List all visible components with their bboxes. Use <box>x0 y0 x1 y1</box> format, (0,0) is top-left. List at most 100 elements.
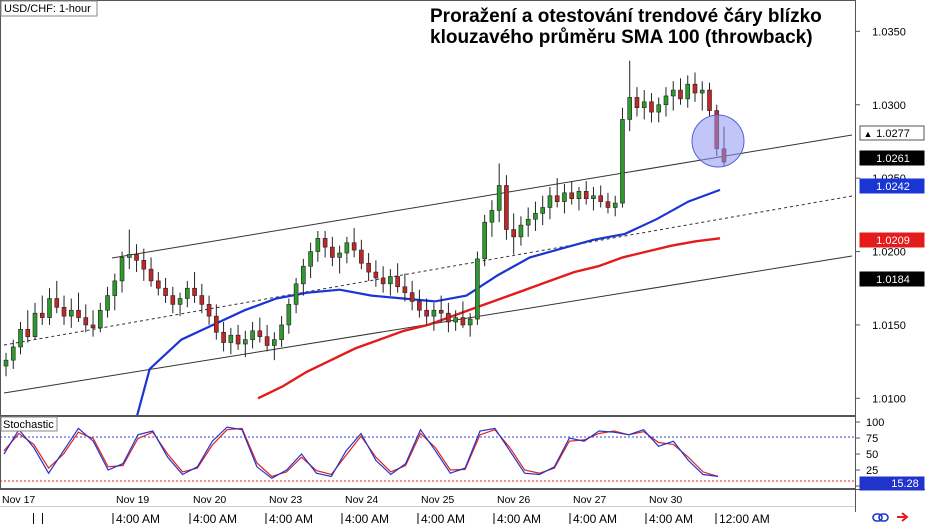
stoch-badge-text: 15.28 <box>891 478 919 490</box>
candle-body <box>678 89 683 100</box>
cursor-marks <box>33 513 43 524</box>
candle-body <box>156 280 161 289</box>
candle-body <box>206 304 212 317</box>
time-label: 4:00 AM <box>573 512 617 525</box>
candle-body <box>562 192 567 202</box>
candle-body <box>482 221 487 260</box>
chart-title-line-2: klouzavého průměru SMA 100 (throwback) <box>430 27 813 48</box>
time-labels: 4:00 AM 4:00 AM 4:00 AM 4:00 AM 4:00 AM 4:00 … <box>112 512 770 525</box>
price-badge-text: 1.0184 <box>876 274 910 286</box>
candle-body <box>431 309 437 317</box>
price-tick-label: 1.0200 <box>872 247 906 259</box>
time-label: 4:00 AM <box>421 512 465 525</box>
candle-body <box>627 97 633 120</box>
price-badge: 1.0261 <box>859 150 925 166</box>
date-label: Nov 27 <box>573 494 606 506</box>
candle-body <box>504 185 509 230</box>
date-label: Nov 19 <box>116 494 149 506</box>
stoch-tick-label: 75 <box>866 433 878 445</box>
price-badge: 1.0209 <box>859 232 925 248</box>
symbol-label: USD/CHF: 1-hour <box>4 3 91 15</box>
candle-body <box>32 312 38 337</box>
candle-body <box>663 95 669 106</box>
price-badge: 1.0242 <box>859 178 925 194</box>
candle-body <box>257 330 263 337</box>
candle-body <box>438 309 444 314</box>
candle-body <box>163 287 168 296</box>
candle-body <box>656 104 662 113</box>
price-tick-label: 1.0100 <box>872 393 906 405</box>
candle-body <box>467 318 473 326</box>
date-label: Nov 23 <box>269 494 302 506</box>
candle-body <box>272 339 277 346</box>
time-label: 4:00 AM <box>345 512 389 525</box>
candle-body <box>583 191 589 199</box>
price-badge-text: 1.0209 <box>876 235 910 247</box>
stoch-label: Stochastic <box>3 419 54 431</box>
price-badge-text: 1.0277 <box>876 128 910 140</box>
candle-body <box>221 331 226 343</box>
candle-body <box>359 249 364 264</box>
date-label: Nov 25 <box>421 494 454 506</box>
price-badge: 1.0184 <box>859 271 925 287</box>
time-label: 12:00 AM <box>719 512 770 525</box>
time-label: 4:00 AM <box>269 512 313 525</box>
candle-body <box>475 258 480 320</box>
price-tick-label: 1.0300 <box>872 100 906 112</box>
throwback-highlight-circle <box>691 114 745 168</box>
candle-body <box>112 280 118 296</box>
candle-body <box>417 301 422 311</box>
candle-body <box>591 195 596 199</box>
candle-body <box>409 292 415 302</box>
link-icon[interactable] <box>872 513 889 522</box>
candle-body <box>192 287 197 296</box>
candle-body <box>286 304 292 326</box>
price-badges: ▲ 1.0277 1.0261 1.0242 1.0209 1.0184 <box>859 125 925 287</box>
stoch-tick-label: 25 <box>866 465 878 477</box>
candle-body <box>511 229 516 238</box>
arrow-right-icon[interactable] <box>897 512 909 522</box>
candle-body <box>243 339 248 345</box>
candle-body <box>402 286 408 293</box>
candle-body <box>3 359 9 367</box>
candle-body <box>388 276 393 285</box>
candle-body <box>105 295 110 311</box>
stoch-pane <box>0 416 856 489</box>
candle-body <box>61 307 67 317</box>
stoch-tick-label: 50 <box>866 449 878 461</box>
candle-body <box>250 330 255 340</box>
date-labels: Nov 17 Nov 19 Nov 20 Nov 23 Nov 24 Nov 25 Nov … <box>2 494 682 506</box>
candle-body <box>185 287 190 299</box>
candle-body <box>170 295 176 305</box>
candle-body <box>670 89 676 97</box>
candle-body <box>547 195 553 208</box>
stoch-k-line <box>3 426 719 480</box>
candle-body <box>126 254 132 258</box>
candle-body <box>554 195 560 202</box>
stoch-d-line <box>3 427 719 478</box>
date-label: Nov 30 <box>649 494 682 506</box>
time-label: 4:00 AM <box>193 512 237 525</box>
stoch-label-box: Stochastic <box>0 416 58 432</box>
candle-body <box>605 201 611 208</box>
candle-body <box>10 346 16 361</box>
candle-body <box>366 262 371 273</box>
candle-body <box>90 324 96 329</box>
candle-body <box>576 191 582 199</box>
candle-body <box>97 309 103 329</box>
candle-body <box>68 309 74 317</box>
candle-body <box>692 83 698 94</box>
time-label: 4:00 AM <box>497 512 541 525</box>
price-badge-marker: ▲ <box>864 129 873 139</box>
candle-body <box>380 277 386 285</box>
candle-body <box>453 317 458 323</box>
candle-body <box>25 329 31 337</box>
main-pane <box>0 0 856 416</box>
candle-body <box>322 238 328 248</box>
candle-body <box>228 334 234 343</box>
candle-body <box>177 298 183 305</box>
candle-body <box>612 202 618 208</box>
candle-body <box>641 101 647 108</box>
candle-body <box>351 242 357 251</box>
candle-body <box>496 185 502 211</box>
